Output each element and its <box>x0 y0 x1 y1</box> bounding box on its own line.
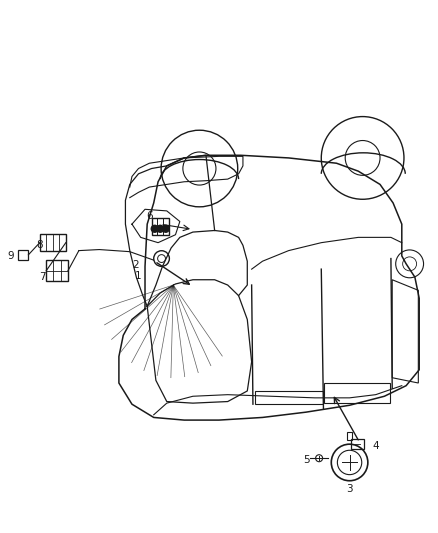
Text: 7: 7 <box>39 272 46 282</box>
Text: 3: 3 <box>346 484 353 494</box>
Text: 1: 1 <box>135 271 142 281</box>
Circle shape <box>151 225 158 232</box>
Text: 2: 2 <box>132 261 139 270</box>
Circle shape <box>157 225 164 232</box>
Text: 9: 9 <box>7 251 14 261</box>
Text: 5: 5 <box>303 455 309 465</box>
Text: 8: 8 <box>36 240 43 251</box>
Circle shape <box>162 225 169 232</box>
Text: 6: 6 <box>146 211 153 221</box>
Text: 4: 4 <box>372 440 379 450</box>
